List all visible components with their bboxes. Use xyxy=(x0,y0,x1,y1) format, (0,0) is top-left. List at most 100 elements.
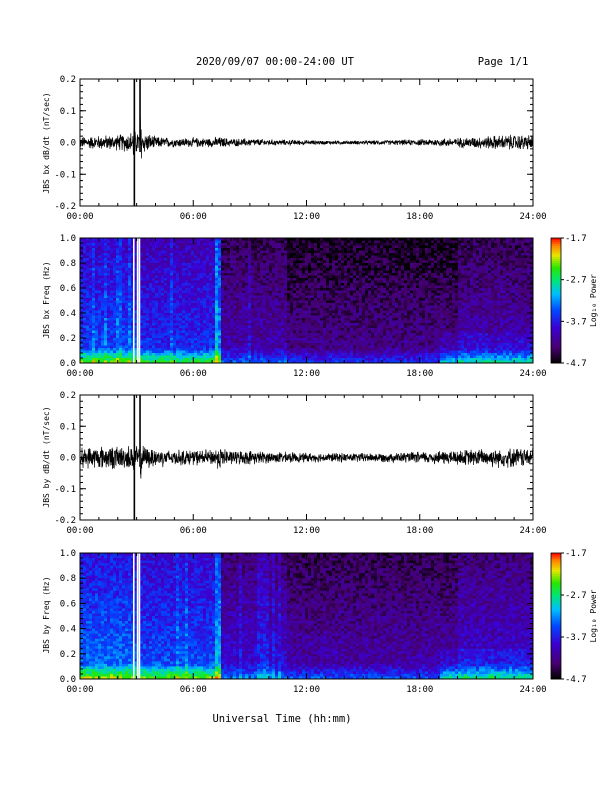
heatmap-cell xyxy=(164,308,168,311)
heatmap-cell xyxy=(242,310,246,314)
heatmap-cell xyxy=(98,290,102,294)
heatmap-cell xyxy=(233,273,237,276)
heatmap-cell xyxy=(182,313,186,316)
heatmap-cell xyxy=(119,348,123,351)
heatmap-cell xyxy=(140,320,144,324)
heatmap-cell xyxy=(218,295,222,299)
heatmap-cell xyxy=(233,265,237,269)
heatmap-cell xyxy=(158,318,162,321)
heatmap-cell xyxy=(131,273,135,276)
heatmap-cell xyxy=(110,315,114,319)
heatmap-cell xyxy=(179,275,183,279)
heatmap-cell xyxy=(188,295,192,299)
heatmap-cell xyxy=(107,243,111,246)
heatmap-cell xyxy=(86,305,90,309)
heatmap-cell xyxy=(110,273,114,276)
heatmap-cell xyxy=(83,295,87,299)
heatmap-cell xyxy=(230,355,234,359)
heatmap-cell xyxy=(221,310,225,314)
heatmap-cell xyxy=(92,245,96,249)
heatmap-cell xyxy=(143,355,147,359)
heatmap-cell xyxy=(155,260,159,264)
heatmap-cell xyxy=(101,300,105,304)
heatmap-cell xyxy=(89,273,93,276)
heatmap-cell xyxy=(140,323,144,326)
heatmap-cell xyxy=(140,300,144,304)
heatmap-cell xyxy=(95,285,99,289)
heatmap-cell xyxy=(188,355,192,359)
heatmap-cell xyxy=(179,313,183,316)
heatmap-cell xyxy=(200,318,204,321)
heatmap-cell xyxy=(164,315,168,319)
heatmap-cell xyxy=(143,255,147,259)
heatmap-cell xyxy=(143,305,147,309)
heatmap-cell xyxy=(119,250,123,254)
heatmap-cell xyxy=(140,288,144,291)
heatmap-cell xyxy=(227,340,231,344)
heatmap-cell xyxy=(212,313,216,316)
heatmap-cell xyxy=(227,323,231,326)
heatmap-cell xyxy=(200,340,204,344)
heatmap-cell xyxy=(155,268,159,271)
heatmap-cell xyxy=(92,250,96,254)
heatmap-cell xyxy=(203,293,207,296)
heatmap-cell xyxy=(155,238,159,241)
heatmap-cell xyxy=(239,265,243,269)
heatmap-cell xyxy=(185,350,189,354)
heatmap-cell xyxy=(233,355,237,359)
heatmap-cell xyxy=(146,270,150,274)
heatmap-cell xyxy=(197,273,201,276)
heatmap-cell xyxy=(242,290,246,294)
heatmap-cell xyxy=(86,355,90,359)
heatmap-cell xyxy=(203,345,207,349)
heatmap-cell xyxy=(197,243,201,246)
heatmap-cell xyxy=(125,320,129,324)
heatmap-cell xyxy=(101,295,105,299)
heatmap-cell xyxy=(83,355,87,359)
heatmap-cell xyxy=(134,283,138,286)
heatmap-cell xyxy=(140,343,144,346)
heatmap-cell xyxy=(143,348,147,351)
heatmap-cell xyxy=(188,255,192,259)
heatmap-cell xyxy=(215,328,219,331)
heatmap-cell xyxy=(149,245,153,249)
heatmap-cell xyxy=(119,315,123,319)
heatmap-cell xyxy=(131,308,135,311)
heatmap-cell xyxy=(224,340,228,344)
heatmap-cell xyxy=(155,318,159,321)
heatmap-cell xyxy=(233,350,237,354)
heatmap-cell xyxy=(245,263,249,266)
heatmap-cell xyxy=(191,243,195,246)
heatmap-cell xyxy=(107,290,111,294)
heatmap-cell xyxy=(146,238,150,241)
heatmap-cell xyxy=(176,293,180,296)
heatmap-cell xyxy=(113,238,117,241)
heatmap-cell xyxy=(92,320,96,324)
heatmap-cell xyxy=(113,318,117,321)
heatmap-cell xyxy=(95,323,99,326)
heatmap-cell xyxy=(239,258,243,261)
heatmap-cell xyxy=(116,320,120,324)
heatmap-cell xyxy=(230,333,234,336)
heatmap-cell xyxy=(242,263,246,266)
heatmap-cell xyxy=(236,290,240,294)
heatmap-cell xyxy=(224,275,228,279)
heatmap-cell xyxy=(143,245,147,249)
heatmap-cell xyxy=(107,335,111,339)
heatmap-cell xyxy=(104,355,108,359)
heatmap-cell xyxy=(125,280,129,284)
heatmap-cell xyxy=(167,283,171,286)
heatmap-cell xyxy=(101,313,105,316)
heatmap-cell xyxy=(104,240,108,244)
heatmap-cell xyxy=(221,328,225,331)
heatmap-cell xyxy=(230,338,234,341)
heatmap-cell xyxy=(143,345,147,349)
heatmap-cell xyxy=(179,318,183,321)
heatmap-cell xyxy=(167,350,171,354)
heatmap-cell xyxy=(203,325,207,329)
heatmap-cell xyxy=(140,340,144,344)
heatmap-cell xyxy=(83,250,87,254)
heatmap-cell xyxy=(149,250,153,254)
heatmap-cell xyxy=(236,343,240,346)
heatmap-cell xyxy=(224,268,228,271)
